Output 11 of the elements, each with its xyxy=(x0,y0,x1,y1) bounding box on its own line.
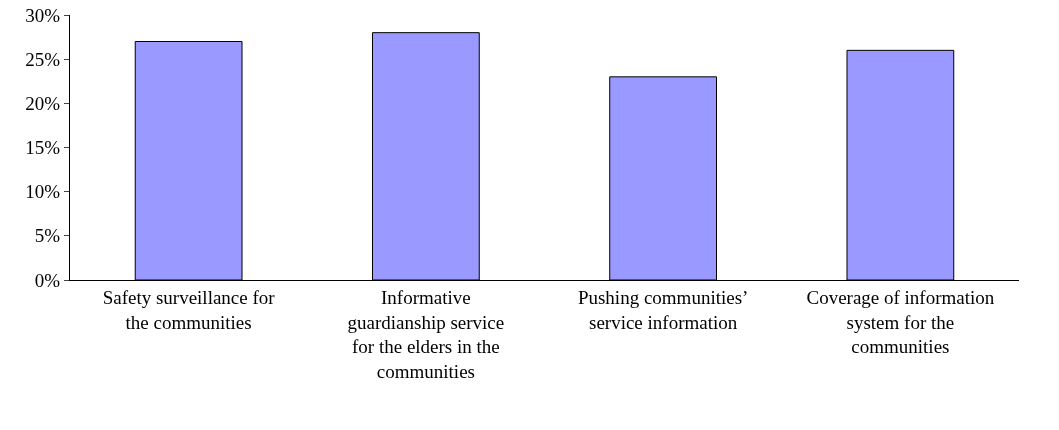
y-tick-label: 0% xyxy=(34,269,61,291)
y-tick-label: 25% xyxy=(25,48,61,70)
y-tick-label: 5% xyxy=(34,225,61,247)
y-tick-label: 10% xyxy=(25,181,61,203)
x-tick-label: Informative guardianship service for the elders in the communities xyxy=(347,286,505,382)
y-tick-label: 15% xyxy=(25,137,61,159)
x-tick-label: Coverage of information system for the communities xyxy=(806,286,995,358)
x-tick-label: Safety surveillance for the communities xyxy=(102,286,276,333)
y-tick-label: 30% xyxy=(25,4,61,26)
x-tick-label: Pushing communities’ service information xyxy=(577,286,749,333)
y-tick-label: 20% xyxy=(25,92,61,114)
